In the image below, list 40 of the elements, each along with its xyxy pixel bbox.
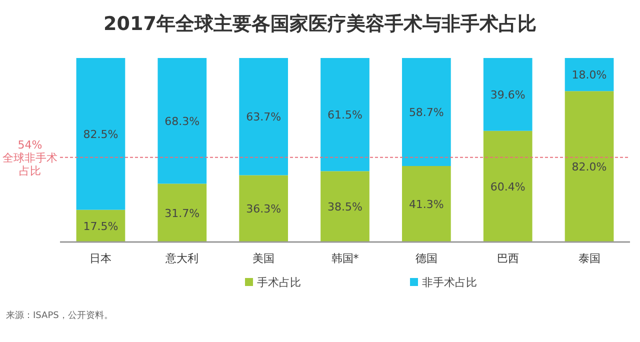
x-tick-label: 意大利 [164,252,199,265]
x-tick-label: 韩国* [331,252,360,265]
bar [158,58,207,184]
legend-label: 非手术占比 [422,276,477,289]
bar [564,58,614,92]
ref-line-label: 54%全球非手术占比 [2,138,58,178]
bar [320,58,370,172]
x-tick-label: 巴西 [496,252,519,265]
bar [76,210,126,242]
data-label: 41.3% [408,198,444,212]
data-label: 82.5% [83,128,118,141]
legend-label: 手术占比 [257,276,301,289]
x-tick-label: 日本 [90,252,112,265]
data-label: 63.7% [246,110,282,124]
bar [239,175,288,242]
data-label: 18.0% [572,68,607,82]
bar [402,166,451,242]
x-tick-label: 德国 [415,252,438,265]
data-label: 39.6% [490,88,526,102]
bar [320,171,370,242]
source-note: 来源：ISAPS，公开资料。 [6,310,113,321]
data-label: 61.5% [328,108,362,122]
bar [158,184,207,242]
x-tick-label: 美国 [252,252,275,265]
data-label: 58.7% [408,106,444,120]
data-label: 68.3% [164,114,200,128]
data-label: 60.4% [490,180,526,194]
data-label: 82.0% [572,160,607,174]
bar [483,58,532,131]
data-label: 17.5% [83,220,118,233]
bar [564,91,614,242]
bar [402,58,451,166]
bar [483,130,532,242]
data-label: 31.7% [164,206,200,220]
data-label: 38.5% [328,200,362,214]
data-label: 36.3% [246,202,282,216]
chart-title: 2017年全球主要各国家医疗美容手术与非手术占比 [104,13,536,35]
bar [239,58,288,176]
x-tick-label: 泰国 [578,252,600,265]
bar [76,58,126,210]
